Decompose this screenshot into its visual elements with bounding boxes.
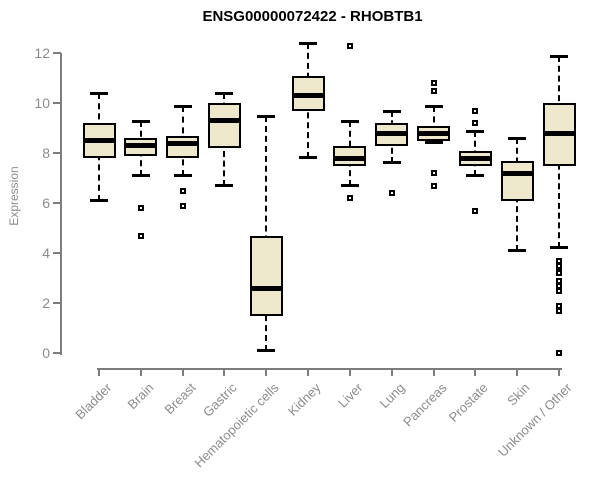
x-axis-tick (348, 370, 351, 376)
x-axis-tick (516, 370, 519, 376)
median-line (544, 130, 574, 136)
x-axis-tick (307, 370, 310, 376)
whisker-cap-bottom (466, 173, 485, 177)
whisker-cap-top (382, 109, 401, 113)
whisker-cap-top (299, 42, 318, 45)
outlier-point (472, 207, 479, 214)
chart-title: ENSG00000072422 - RHOBTB1 (202, 8, 423, 25)
box (207, 103, 241, 148)
median-line (335, 155, 365, 161)
x-axis-tick (265, 370, 268, 376)
median-line (251, 285, 281, 291)
y-tick-label: 12 (34, 45, 50, 61)
whisker-line (432, 105, 435, 143)
x-axis-tick (558, 370, 561, 376)
x-axis-tick (181, 370, 184, 376)
y-axis-tick (53, 352, 61, 354)
whisker-cap-bottom (257, 348, 276, 352)
whisker-cap-top (257, 114, 276, 118)
outlier-point (556, 270, 563, 276)
y-axis-tick (53, 102, 61, 104)
whisker-cap-top (340, 119, 359, 123)
median-line (377, 130, 407, 136)
y-axis-tick (53, 302, 61, 304)
whisker-cap-bottom (382, 161, 401, 164)
y-tick-label: 8 (42, 145, 50, 161)
y-axis-line (60, 53, 62, 355)
outlier-point (179, 187, 186, 194)
whisker-cap-bottom (508, 248, 527, 252)
outlier-point (137, 232, 144, 239)
x-axis-tick (390, 370, 393, 376)
whisker-cap-bottom (424, 141, 443, 144)
y-axis-tick (53, 52, 61, 54)
y-tick-label: 0 (42, 345, 50, 361)
median-line (126, 143, 156, 148)
y-tick-label: 2 (42, 295, 50, 311)
whisker-cap-bottom (173, 173, 192, 177)
x-axis-tick (474, 370, 477, 376)
x-axis-tick (223, 370, 226, 376)
x-axis-line (97, 368, 563, 370)
median-line (419, 130, 449, 136)
outlier-point (472, 120, 479, 126)
y-axis-tick (53, 152, 61, 154)
median-line (502, 170, 532, 176)
whisker-cap-bottom (340, 183, 359, 187)
whisker-cap-top (173, 104, 192, 108)
y-axis-tick (53, 252, 61, 254)
whisker-cap-top (424, 104, 443, 108)
box (166, 135, 200, 158)
box (249, 235, 283, 316)
outlier-point (430, 87, 437, 94)
outlier-point (346, 42, 353, 49)
whisker-cap-top (215, 92, 234, 95)
whisker-cap-bottom (215, 183, 234, 187)
whisker-cap-bottom (550, 246, 569, 249)
outlier-point (556, 307, 563, 314)
outlier-point (346, 195, 353, 201)
outlier-point (430, 80, 437, 86)
x-axis-tick (139, 370, 142, 376)
median-line (209, 118, 239, 123)
median-line (168, 140, 198, 146)
outlier-point (137, 205, 144, 211)
x-axis-tick (432, 370, 435, 376)
whisker-cap-top (550, 54, 569, 58)
box (500, 160, 534, 201)
outlier-point (179, 202, 186, 209)
y-tick-label: 6 (42, 195, 50, 211)
x-axis-tick (98, 370, 100, 376)
whisker-cap-top (131, 119, 150, 123)
outlier-point (388, 190, 395, 196)
y-axis-tick (53, 202, 61, 204)
outlier-point (430, 170, 437, 176)
median-line (293, 93, 323, 98)
whisker-cap-top (466, 129, 485, 133)
whisker-cap-top (90, 92, 108, 95)
whisker-line (265, 115, 268, 351)
y-tick-label: 10 (34, 95, 50, 111)
whisker-cap-bottom (131, 173, 150, 177)
outlier-point (472, 107, 479, 114)
outlier-point (430, 182, 437, 189)
whisker-cap-bottom (90, 198, 108, 202)
median-line (84, 138, 114, 143)
outlier-point (556, 287, 563, 294)
median-line (460, 155, 490, 161)
y-tick-label: 4 (42, 245, 50, 261)
outlier-point (556, 350, 563, 356)
whisker-cap-top (508, 137, 527, 140)
whisker-cap-bottom (299, 156, 318, 159)
